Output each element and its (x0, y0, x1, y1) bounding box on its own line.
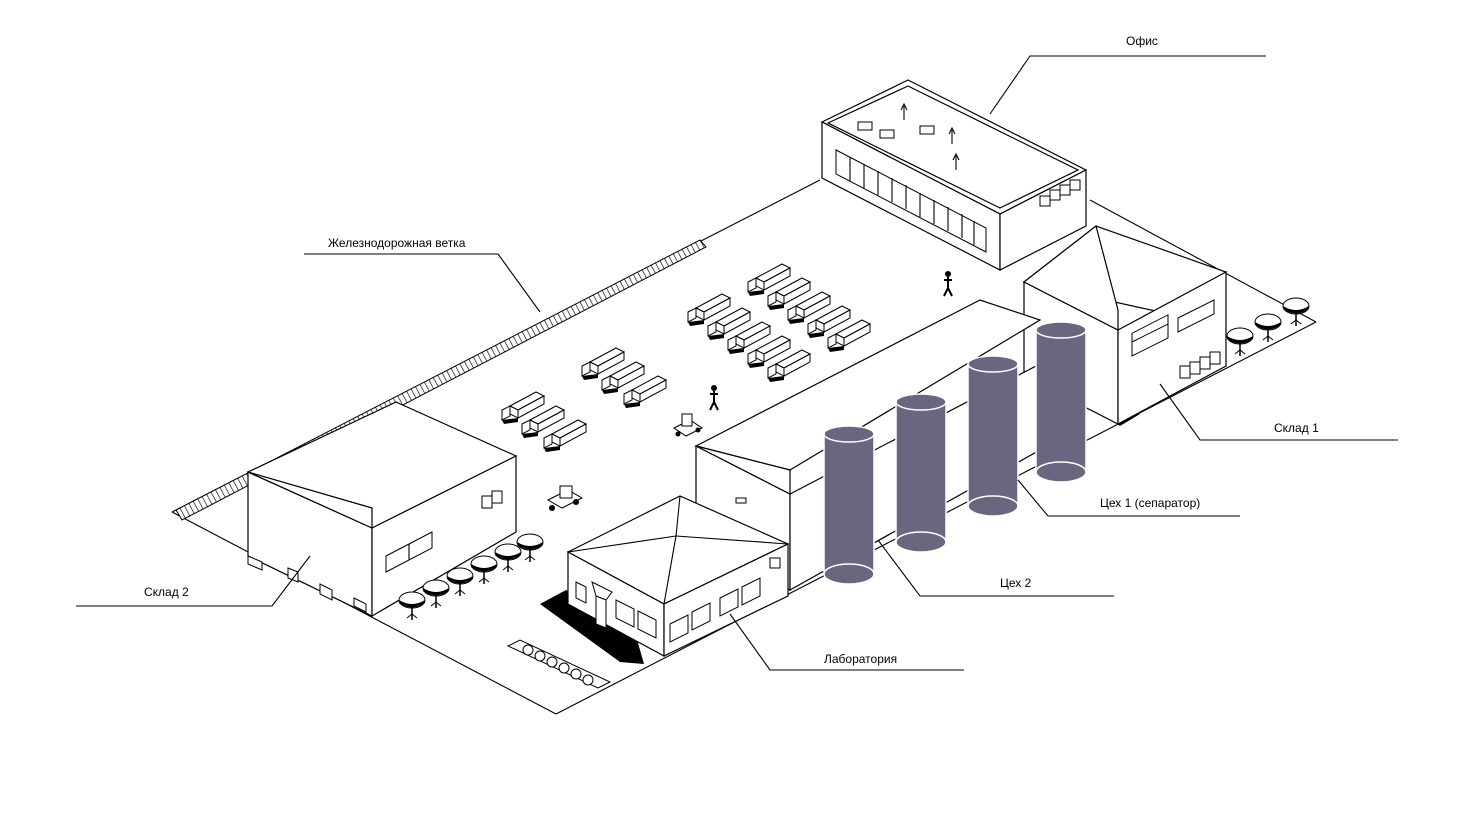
label-workshop-1: Цех 1 (сепаратор) (1100, 496, 1201, 510)
forklift-2 (673, 413, 703, 437)
person-1 (709, 385, 719, 411)
tank-3 (967, 355, 1019, 517)
label-workshop-2: Цех 2 (1000, 576, 1032, 590)
warehouse-2-ac-units (481, 490, 503, 509)
person-2 (943, 271, 953, 297)
warehouse-1-ac-units (1179, 351, 1221, 379)
tank-2 (895, 393, 947, 553)
label-laboratory: Лаборатория (824, 652, 898, 666)
label-railway: Железнодорожная ветка (328, 236, 466, 250)
label-office: Офис (1126, 34, 1158, 48)
warehouse-2-building (246, 401, 518, 618)
laboratory-building (540, 495, 790, 664)
label-warehouse-2: Склад 2 (144, 585, 189, 599)
shrub-bed (506, 639, 612, 689)
forklift-1 (546, 485, 584, 511)
tank-4 (1035, 321, 1087, 483)
office-windows (835, 149, 987, 253)
separator-tanks (823, 321, 1087, 585)
warehouse-1-building (1022, 224, 1228, 426)
office-ac-units (1039, 179, 1081, 207)
label-warehouse-1: Склад 1 (1274, 421, 1319, 435)
office-building (820, 79, 1088, 271)
tank-1 (823, 425, 875, 585)
leader-lines (76, 55, 1398, 671)
